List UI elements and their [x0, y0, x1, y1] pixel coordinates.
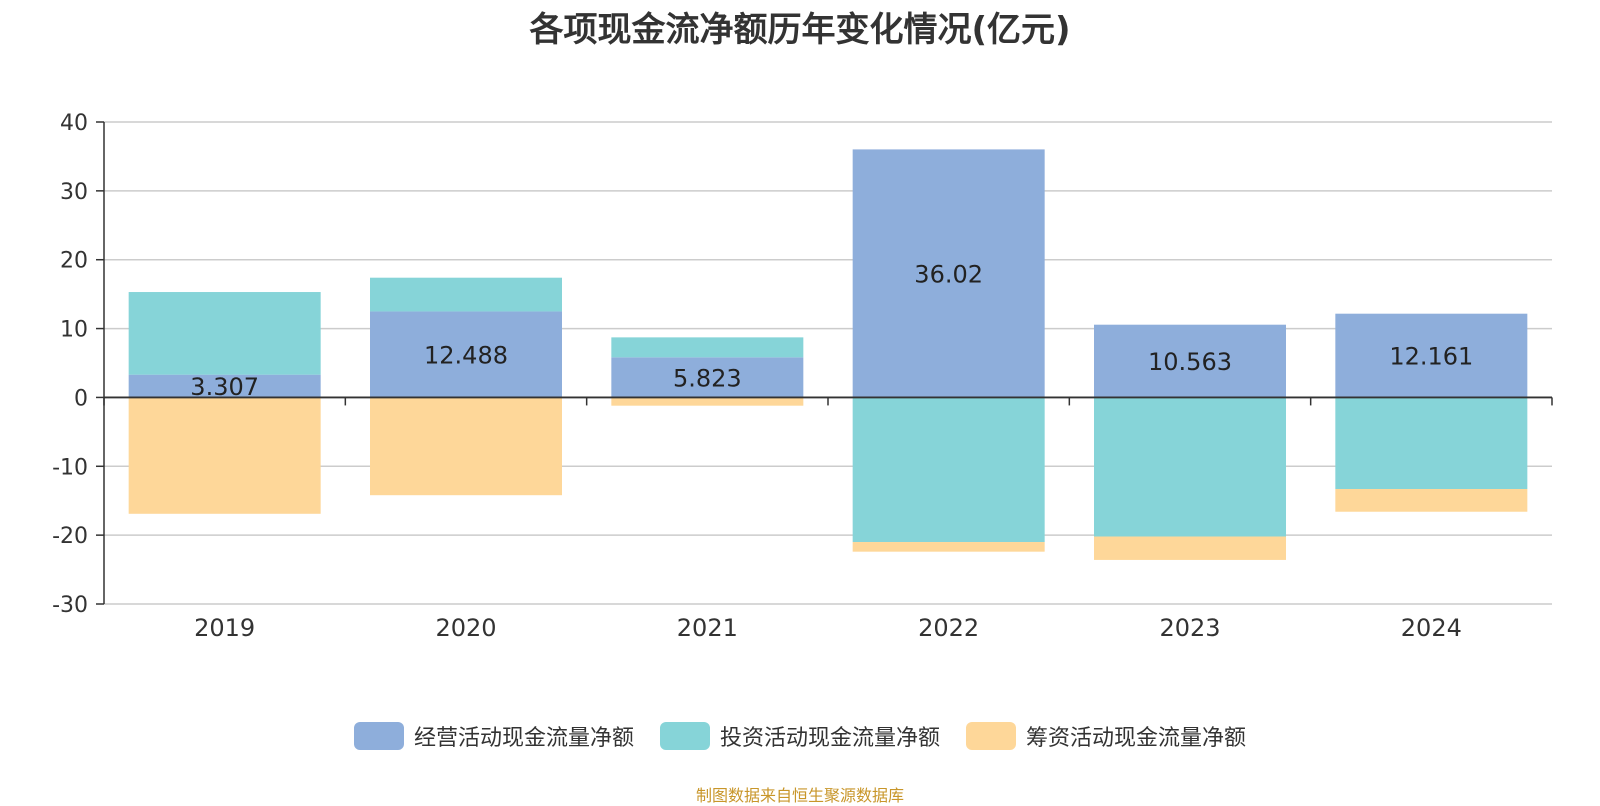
bar-2019-series-2 — [128, 397, 321, 514]
legend-swatch — [966, 722, 1016, 750]
y-tick-label: 40 — [60, 111, 88, 136]
bar-2020-series-1 — [370, 277, 562, 312]
bar-2021-series-2 — [611, 397, 804, 406]
legend-item[interactable]: 投资活动现金流量净额 — [659, 720, 940, 752]
data-label: 12.488 — [424, 341, 508, 369]
bar-2023-series-0 — [1094, 324, 1286, 398]
bar-2023-series-2 — [1094, 536, 1286, 560]
legend-label: 筹资活动现金流量净额 — [1026, 726, 1247, 751]
y-tick-label: -20 — [52, 524, 88, 549]
bar-2020-series-0 — [370, 311, 562, 398]
grid-lines — [104, 121, 1552, 605]
bar-2022-series-1 — [852, 397, 1045, 543]
chart-title: 各项现金流净额历年变化情况(亿元) — [529, 10, 1071, 50]
source-note: 制图数据来自恒生聚源数据库 — [695, 786, 904, 805]
x-tick-label: 2023 — [1159, 614, 1220, 642]
bar-2022-series-0 — [852, 149, 1045, 398]
data-label: 10.563 — [1148, 348, 1232, 376]
y-tick-label: 0 — [74, 386, 88, 411]
data-labels: 3.307 12.488 5.823 36.02 10.563 12.161 — [190, 260, 1473, 401]
y-tick-label: -30 — [52, 593, 88, 618]
bars — [128, 149, 1528, 560]
y-tick-label: 20 — [60, 249, 88, 274]
bar-2022-series-2 — [852, 542, 1045, 552]
legend-item[interactable]: 经营活动现金流量净额 — [353, 720, 634, 752]
data-label: 36.02 — [914, 260, 983, 288]
legend-item[interactable]: 筹资活动现金流量净额 — [966, 720, 1246, 752]
x-tick-label: 2019 — [194, 614, 255, 642]
legend-swatch — [353, 722, 404, 750]
axes: 40 30 20 10 0 -10 -20 -30 2019 2020 2021 2022 2023 20… — [52, 111, 1553, 642]
data-label: 3.307 — [190, 373, 259, 401]
y-tick-label: 30 — [60, 180, 88, 205]
bar-2021-series-0 — [611, 357, 804, 398]
x-tick-label: 2024 — [1401, 614, 1462, 642]
bar-2021-series-1 — [611, 337, 804, 358]
x-tick-label: 2021 — [677, 614, 738, 642]
bar-2024-series-2 — [1335, 489, 1528, 512]
x-tick-label: 2020 — [435, 614, 496, 642]
x-tick-label: 2022 — [918, 614, 979, 642]
bar-2019-series-0 — [128, 374, 321, 398]
bar-2024-series-0 — [1335, 313, 1528, 398]
chart-plot: 40 30 20 10 0 -10 -20 -30 2019 2020 2021 2022 2023 20… — [52, 111, 1553, 642]
legend: 经营活动现金流量净额 投资活动现金流量净额 筹资活动现金流量净额 — [0, 720, 1600, 752]
bar-2020-series-2 — [370, 397, 562, 496]
bar-2024-series-1 — [1335, 397, 1528, 490]
bar-2023-series-1 — [1094, 397, 1286, 537]
legend-swatch — [659, 722, 710, 750]
data-label: 5.823 — [673, 364, 742, 392]
legend-label: 投资活动现金流量净额 — [719, 726, 940, 751]
legend-label: 经营活动现金流量净额 — [413, 726, 634, 751]
bar-2019-series-1 — [128, 292, 321, 375]
y-tick-label: -10 — [52, 455, 88, 480]
data-label: 12.161 — [1389, 343, 1473, 371]
y-tick-label: 10 — [60, 318, 88, 343]
